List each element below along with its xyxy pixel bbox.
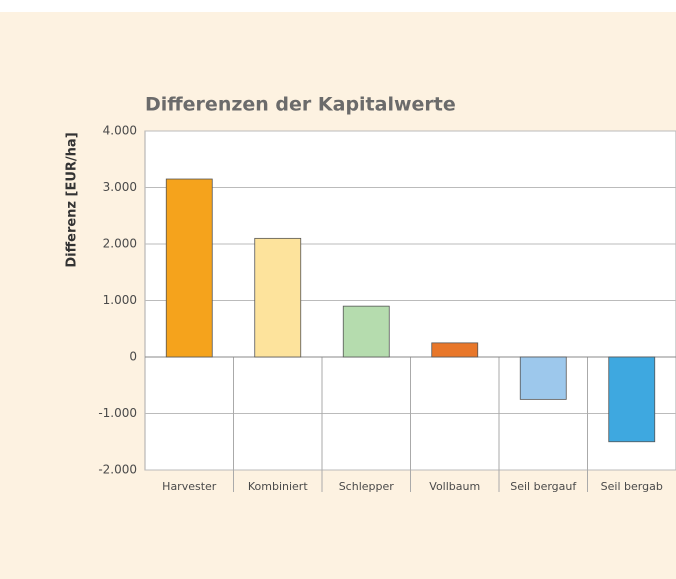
- bar: [254, 237, 302, 358]
- y-tick-label: 4.000: [103, 124, 137, 138]
- bar: [342, 305, 390, 358]
- bar: [519, 356, 567, 400]
- y-axis-label: Differenz [EUR/ha]: [65, 132, 80, 267]
- bar: [431, 342, 479, 358]
- y-tick-label: 1.000: [103, 293, 137, 307]
- x-tick-label: Seil bergab: [601, 480, 663, 493]
- x-tick-label: Harvester: [162, 480, 217, 493]
- bar: [165, 178, 213, 358]
- x-tick-label: Kombiniert: [248, 480, 308, 493]
- y-tick-label: -1.000: [98, 406, 137, 420]
- x-tick-label: Seil bergauf: [510, 480, 577, 493]
- x-tick-label: Schlepper: [339, 480, 395, 493]
- chart-title: Differenzen der Kapitalwerte: [145, 94, 456, 116]
- x-tick-label: Vollbaum: [429, 480, 480, 493]
- y-tick-label: 3.000: [103, 180, 137, 194]
- y-tick-label: 0: [129, 350, 137, 364]
- y-tick-label: 2.000: [103, 237, 137, 251]
- y-tick-label: -2.000: [98, 463, 137, 477]
- bar: [608, 356, 656, 443]
